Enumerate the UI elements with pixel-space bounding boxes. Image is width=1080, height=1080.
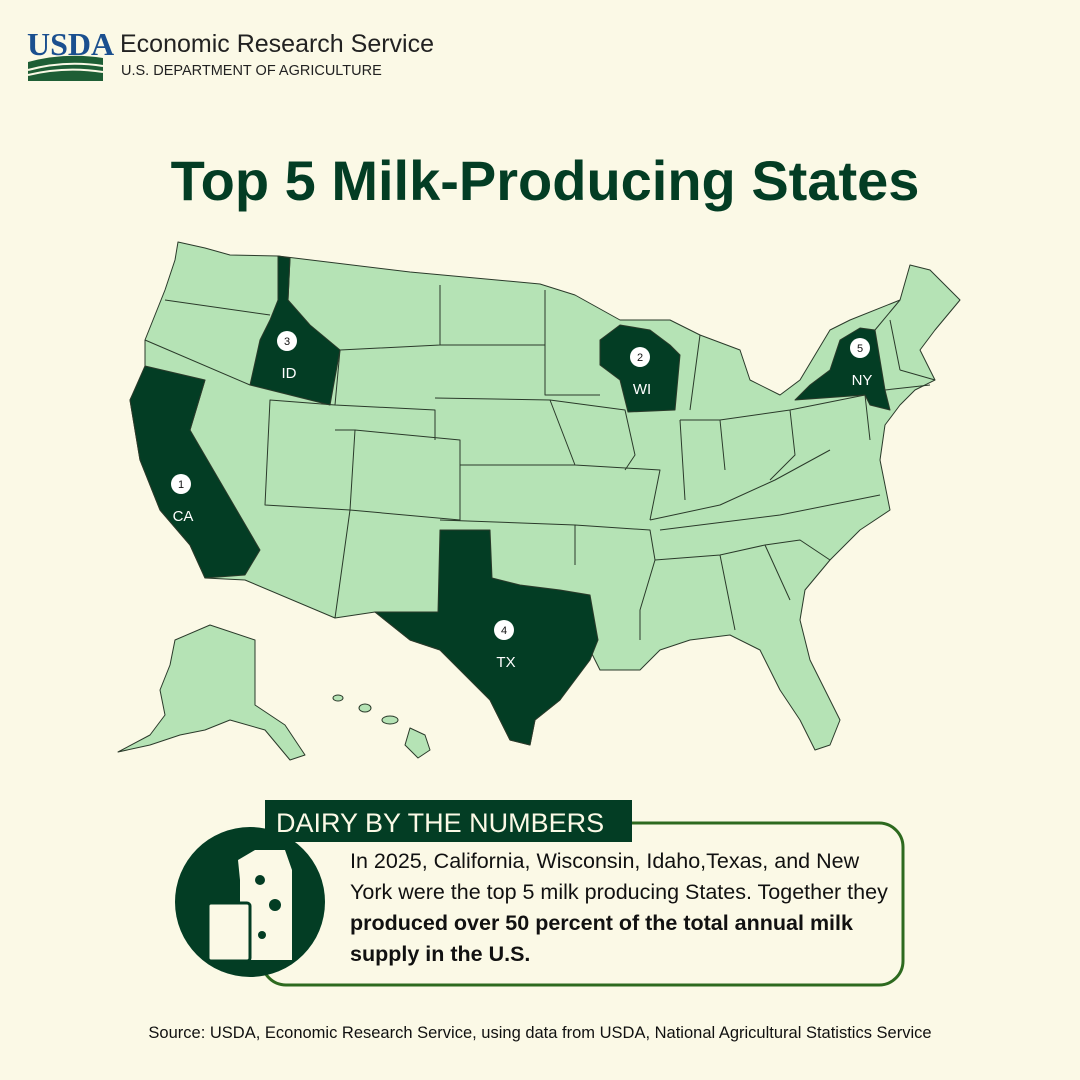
state-label: WI [633,381,651,398]
source: Source: USDA, Economic Research Service,… [148,1024,931,1042]
state-wi [599,324,681,413]
rank-badge [171,474,191,494]
callout-heading-bg [265,800,632,842]
state-ca [129,365,261,579]
state-tx [374,529,599,746]
agency-name: Economic Research Service [120,30,434,58]
department-name: U.S. DEPARTMENT OF AGRICULTURE [121,63,382,79]
rank-number: 5 [857,343,863,355]
rank-number: 4 [501,625,507,637]
alaska [117,624,306,761]
state-label: TX [496,654,515,671]
state-label: CA [173,508,194,525]
state-markers: 1 CA 2 WI 3 ID 4 TX 5 NY [171,331,872,671]
callout-bold: produced over 50 percent of the total an… [350,911,853,966]
callout-heading: DAIRY BY THE NUMBERS [276,808,604,838]
state-label: ID [282,365,297,382]
milk-icon [206,850,292,963]
callout-body: In 2025, California, Wisconsin, Idaho,Te… [350,849,888,904]
logo-field [28,55,103,81]
rank-number: 2 [637,352,643,364]
rank-badge [277,331,297,351]
state-id [249,255,341,406]
rank-number: 3 [284,336,290,348]
logo-stripe [27,62,104,71]
rank-badge [630,347,650,367]
state-label: NY [852,372,873,389]
title: Top 5 Milk-Producing States [171,149,920,212]
rank-badge [850,338,870,358]
usda-logo: USDA [27,26,114,81]
lower48 [129,241,961,751]
rank-badge [494,620,514,640]
us-map [117,241,961,761]
rank-number: 1 [178,479,184,491]
logo-stripe [27,68,104,76]
hawaii [332,694,431,759]
callout-text: In 2025, California, Wisconsin, Idaho,Te… [350,846,890,970]
